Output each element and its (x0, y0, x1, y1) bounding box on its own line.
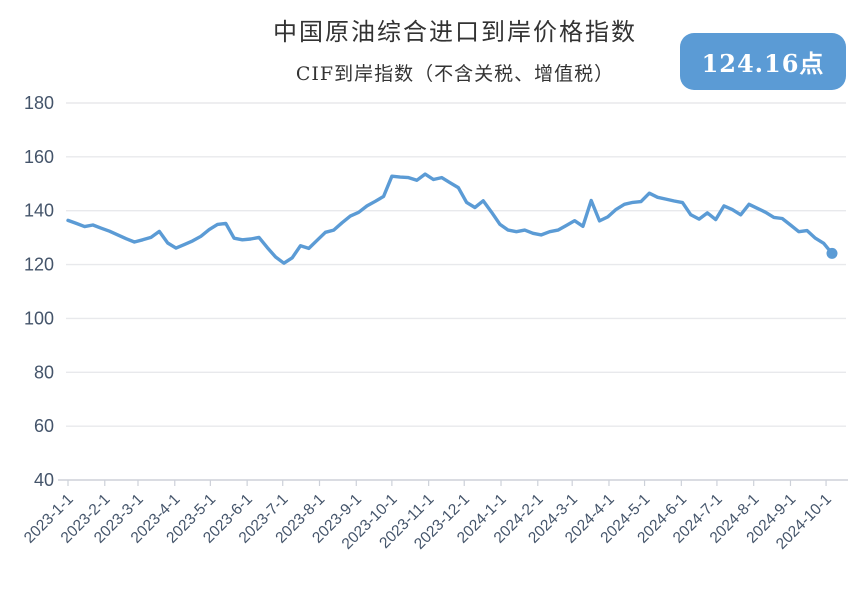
y-axis-label: 100 (24, 308, 54, 328)
y-axis-label: 60 (34, 416, 54, 436)
y-axis-label: 140 (24, 201, 54, 221)
latest-value-badge: 124.16点 (680, 33, 846, 90)
chart-header: 中国原油综合进口到岸价格指数 CIF到岸指数（不含关税、增值税） (60, 18, 850, 86)
y-axis-label: 80 (34, 362, 54, 382)
latest-point-marker (826, 247, 838, 259)
y-axis-label: 180 (24, 93, 54, 113)
chart-subtitle: CIF到岸指数（不含关税、增值税） (295, 62, 615, 85)
chart-title: 中国原油综合进口到岸价格指数 (273, 18, 637, 46)
y-axis-label: 160 (24, 147, 54, 167)
price-index-line (66, 172, 834, 265)
y-axis-label: 40 (34, 470, 54, 490)
y-axis-label: 120 (24, 255, 54, 275)
